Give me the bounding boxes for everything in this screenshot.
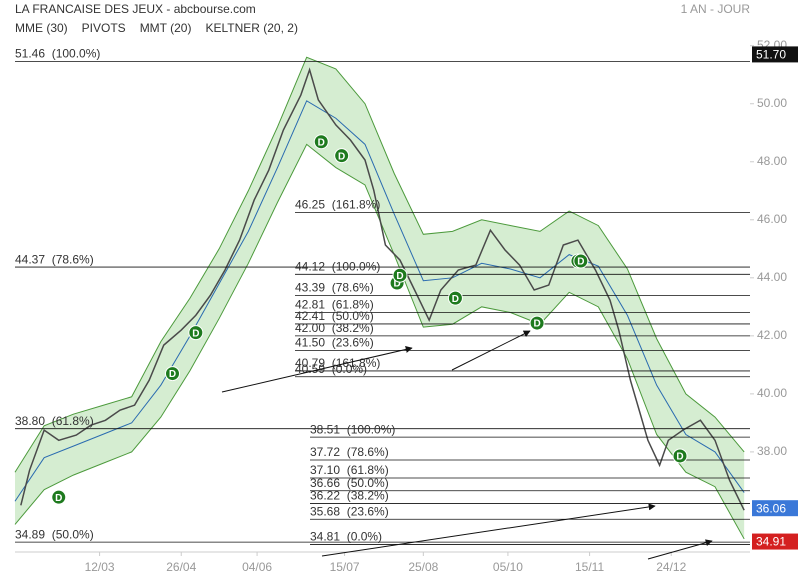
arrow <box>451 330 531 371</box>
x-tick-label: 05/10 <box>493 560 523 574</box>
fib-label: 42.41 (50.0%) <box>295 309 374 323</box>
x-tick-label: 15/11 <box>575 560 604 574</box>
event-marker <box>672 448 688 464</box>
fib-label: 34.89 (50.0%) <box>15 527 94 541</box>
event-label: D <box>396 271 403 282</box>
y-tick-label: 46.00 <box>757 212 787 226</box>
x-tick-label: 15/07 <box>330 560 360 574</box>
y-tick-label: 44.00 <box>757 270 787 284</box>
fib-label: 44.37 (78.6%) <box>15 252 94 266</box>
event-marker <box>573 253 589 269</box>
fib-label: 46.25 (161.8%) <box>295 198 380 212</box>
price-badge <box>752 500 798 517</box>
event-label: D <box>452 294 459 305</box>
fib-label: 38.80 (61.8%) <box>15 414 94 428</box>
plot: 51.46 (100.0%) 44.37 (78.6%) 38.80 (61.8%)… <box>14 38 798 574</box>
event-label: D <box>393 279 400 290</box>
y-tick-label: 42.00 <box>757 328 787 342</box>
fib-label: 36.22 (38.2%) <box>310 489 389 503</box>
period: 1 AN - JOUR <box>681 2 751 16</box>
price-badge-label: 34.91 <box>756 535 786 549</box>
event-label: D <box>318 137 325 148</box>
fib-label: 38.51 (100.0%) <box>310 422 395 436</box>
fib-label: 41.50 (23.6%) <box>295 336 374 350</box>
fib-label: 51.46 (100.0%) <box>15 47 100 61</box>
price-line <box>20 67 745 511</box>
keltner-upper <box>14 56 745 473</box>
x-tick-label: 24/12 <box>656 560 686 574</box>
trend-arrows <box>221 330 713 560</box>
arrow <box>221 346 413 393</box>
event-marker <box>529 315 545 331</box>
fib-label: 40.79 (161.8%) <box>295 356 380 370</box>
price-badge-label: 51.70 <box>756 48 786 62</box>
event-label: D <box>55 493 62 504</box>
event-label: D <box>192 328 199 339</box>
event-label: D <box>533 319 540 330</box>
x-tick-label: 12/03 <box>85 560 115 574</box>
y-tick-label: 48.00 <box>757 154 787 168</box>
fib-label: 44.12 (100.0%) <box>295 260 380 274</box>
event-marker <box>313 134 329 150</box>
event-marker <box>334 148 350 164</box>
price-badge <box>752 533 798 550</box>
fib-label: 42.81 (61.8%) <box>295 298 374 312</box>
y-tick-label: 50.00 <box>757 96 787 110</box>
fib-label: 42.00 (38.2%) <box>295 321 374 335</box>
price-badge-label: 36.06 <box>756 501 786 515</box>
chart-title: LA FRANCAISE DES JEUX - abcbourse.com <box>15 2 256 16</box>
keltner-fill <box>15 57 745 539</box>
x-tick-label: 04/06 <box>242 560 272 574</box>
legend-entry: KELTNER (20, 2) <box>205 21 297 35</box>
y-tick-label: 38.00 <box>757 444 787 458</box>
fib-label: 37.10 (61.8%) <box>310 463 389 477</box>
event-marker <box>165 366 180 382</box>
event-marker <box>447 290 463 306</box>
event-label: D <box>676 452 683 463</box>
fib-label: 36.66 (50.0%) <box>310 476 389 490</box>
event-label: D <box>577 257 584 268</box>
event-label: D <box>169 369 176 380</box>
mme-line <box>14 100 745 502</box>
legend-entry: PIVOTS <box>82 21 126 35</box>
fib-label: 43.39 (78.6%) <box>295 281 374 295</box>
event-marker <box>392 267 408 283</box>
arrow <box>647 539 713 560</box>
x-tick-label: 25/08 <box>408 560 438 574</box>
fib-label: 34.81 (0.0%) <box>310 530 382 544</box>
legend-entry: MME (30) <box>15 21 68 35</box>
y-tick-label: 40.00 <box>757 386 787 400</box>
event-marker <box>51 489 67 505</box>
fib-label: 40.59 (0.0%) <box>295 362 367 376</box>
event-label: D <box>338 151 345 162</box>
fib-label: 37.72 (78.6%) <box>310 445 389 459</box>
legend-entry: MMT (20) <box>140 21 192 35</box>
fib-label: 35.68 (23.6%) <box>310 504 389 518</box>
arrow <box>321 503 656 557</box>
event-marker <box>188 325 204 341</box>
price-badge <box>752 46 798 63</box>
x-tick-label: 26/04 <box>166 560 196 574</box>
